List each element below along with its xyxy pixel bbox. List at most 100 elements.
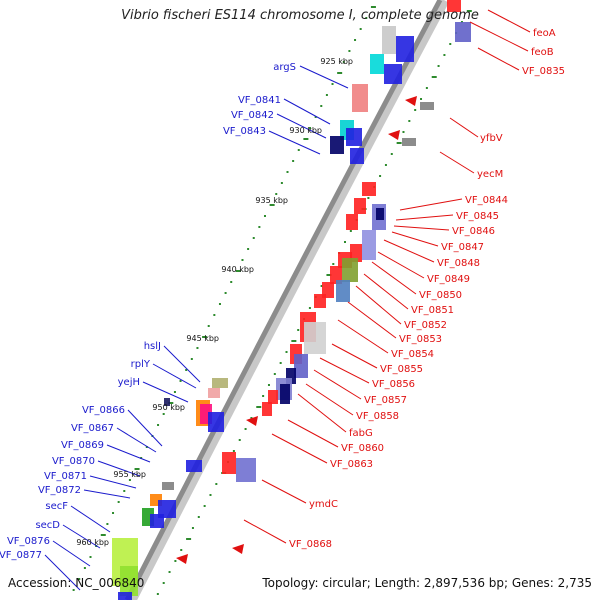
gene-label-vf-0845[interactable]: VF_0845 xyxy=(456,211,499,222)
gene-label-vf-0871[interactable]: VF_0871 xyxy=(44,471,87,482)
label-callout-line xyxy=(393,225,450,231)
gene-label-vf-0844[interactable]: VF_0844 xyxy=(465,195,508,206)
label-callouts xyxy=(44,9,531,591)
tick-dot-right xyxy=(203,505,206,507)
label-callout-line xyxy=(271,433,328,464)
label-callout-line xyxy=(44,554,81,591)
tick-dot-left xyxy=(128,479,131,481)
gene-label-vf-0842[interactable]: VF_0842 xyxy=(231,110,274,121)
gene-arrow xyxy=(405,96,417,106)
gene-label-vf-0877[interactable]: VF_0877 xyxy=(0,550,42,561)
gene-label-yecM[interactable]: yecM xyxy=(477,169,503,180)
gene-label-vf-0846[interactable]: VF_0846 xyxy=(452,226,495,237)
gene-label-vf-0847[interactable]: VF_0847 xyxy=(441,242,484,253)
gene-label-vf-0858[interactable]: VF_0858 xyxy=(356,411,399,422)
gene-label-vf-0841[interactable]: VF_0841 xyxy=(238,95,281,106)
tick-dot-left xyxy=(173,391,176,393)
gene-label-vf-0857[interactable]: VF_0857 xyxy=(364,395,407,406)
gene-label-vf-0863[interactable]: VF_0863 xyxy=(330,459,373,470)
label-callout-line xyxy=(152,363,197,389)
label-callout-line xyxy=(337,319,389,354)
gene-label-vf-0853[interactable]: VF_0853 xyxy=(399,334,442,345)
gene-feature xyxy=(336,280,350,302)
label-callout-line xyxy=(319,357,370,384)
tick-dot-right xyxy=(273,373,276,375)
kbp-label: 945 kbp xyxy=(186,334,219,343)
gene-label-feoB[interactable]: feoB xyxy=(531,47,554,58)
tick-dot-right xyxy=(425,87,428,89)
gene-label-yejH[interactable]: yejH xyxy=(118,377,140,388)
gene-label-vf-0870[interactable]: VF_0870 xyxy=(52,456,95,467)
gene-label-vf-0868[interactable]: VF_0868 xyxy=(289,539,332,550)
gene-label-yfbV[interactable]: yfbV xyxy=(480,133,503,144)
tick-dot-right xyxy=(343,241,346,243)
tick-dot-right xyxy=(297,329,300,331)
gene-feature xyxy=(212,378,228,388)
gene-feature xyxy=(304,322,326,354)
tick-dot-left xyxy=(106,523,109,525)
tick-dot-right xyxy=(396,142,402,144)
tick-dot-left xyxy=(157,424,160,426)
tick-dot-left xyxy=(359,28,362,30)
gene-label-vf-0854[interactable]: VF_0854 xyxy=(391,349,434,360)
gene-label-vf-0849[interactable]: VF_0849 xyxy=(427,274,470,285)
tick-dot-right xyxy=(437,65,440,67)
gene-feature xyxy=(162,482,174,490)
gene-feature xyxy=(262,402,272,416)
gene-label-vf-0835[interactable]: VF_0835 xyxy=(522,66,565,77)
gene-label-vf-0866[interactable]: VF_0866 xyxy=(82,405,125,416)
label-callout-line xyxy=(116,427,157,453)
tick-dot-left xyxy=(218,303,221,305)
gene-label-feoA[interactable]: feoA xyxy=(533,28,556,39)
gene-label-vf-0851[interactable]: VF_0851 xyxy=(411,305,454,316)
tick-dot-right xyxy=(168,571,171,573)
gene-label-vf-0855[interactable]: VF_0855 xyxy=(380,364,423,375)
tick-dot-left xyxy=(112,512,115,514)
label-callout-line xyxy=(261,479,307,504)
label-callout-line xyxy=(127,409,163,447)
gene-label-vf-0843[interactable]: VF_0843 xyxy=(223,126,266,137)
tick-dot-left xyxy=(263,215,266,217)
tick-dot-left xyxy=(190,358,193,360)
tick-dot-left xyxy=(292,160,295,162)
gene-label-vf-0850[interactable]: VF_0850 xyxy=(419,290,462,301)
label-callout-line xyxy=(449,117,479,138)
gene-feature xyxy=(362,182,376,196)
gene-label-vf-0860[interactable]: VF_0860 xyxy=(341,443,384,454)
gene-feature xyxy=(186,460,202,472)
gene-label-vf-0852[interactable]: VF_0852 xyxy=(404,320,447,331)
kbp-label: 925 kbp xyxy=(320,57,353,66)
tick-dot-left xyxy=(230,281,233,283)
gene-label-secD[interactable]: secD xyxy=(35,520,60,531)
tick-dot-right xyxy=(291,340,297,342)
tick-dot-right xyxy=(285,351,288,353)
gene-label-hslJ[interactable]: hslJ xyxy=(144,341,161,352)
label-callout-line xyxy=(313,369,362,400)
gene-label-fabG[interactable]: fabG xyxy=(349,428,373,439)
gene-label-vf-0848[interactable]: VF_0848 xyxy=(437,258,480,269)
gene-label-ymdC[interactable]: ymdC xyxy=(309,499,338,510)
label-callout-line xyxy=(383,239,435,263)
tick-dot-left xyxy=(83,567,86,569)
gene-feature xyxy=(150,514,164,528)
label-callout-line xyxy=(487,9,531,33)
gene-feature xyxy=(354,198,366,214)
tick-dot-right xyxy=(238,439,241,441)
tick-dot-right xyxy=(408,120,411,122)
tick-dot-left xyxy=(297,149,300,151)
gene-label-secF[interactable]: secF xyxy=(45,501,68,512)
gene-label-vf-0876[interactable]: VF_0876 xyxy=(7,536,50,547)
gene-label-vf-0872[interactable]: VF_0872 xyxy=(38,485,81,496)
label-callout-line xyxy=(283,98,331,125)
gene-label-vf-0856[interactable]: VF_0856 xyxy=(372,379,415,390)
gene-feature xyxy=(370,54,384,74)
genome-summary-text: Topology: circular; Length: 2,897,536 bp… xyxy=(262,576,592,590)
gene-label-vf-0869[interactable]: VF_0869 xyxy=(61,440,104,451)
tick-dot-right xyxy=(443,54,446,56)
gene-label-vf-0867[interactable]: VF_0867 xyxy=(71,423,114,434)
gene-label-argS[interactable]: argS xyxy=(273,62,296,73)
gene-arrow xyxy=(176,554,188,564)
gene-feature xyxy=(346,128,362,146)
gene-label-rplY[interactable]: rplY xyxy=(131,359,151,370)
tick-dot-right xyxy=(256,406,262,408)
